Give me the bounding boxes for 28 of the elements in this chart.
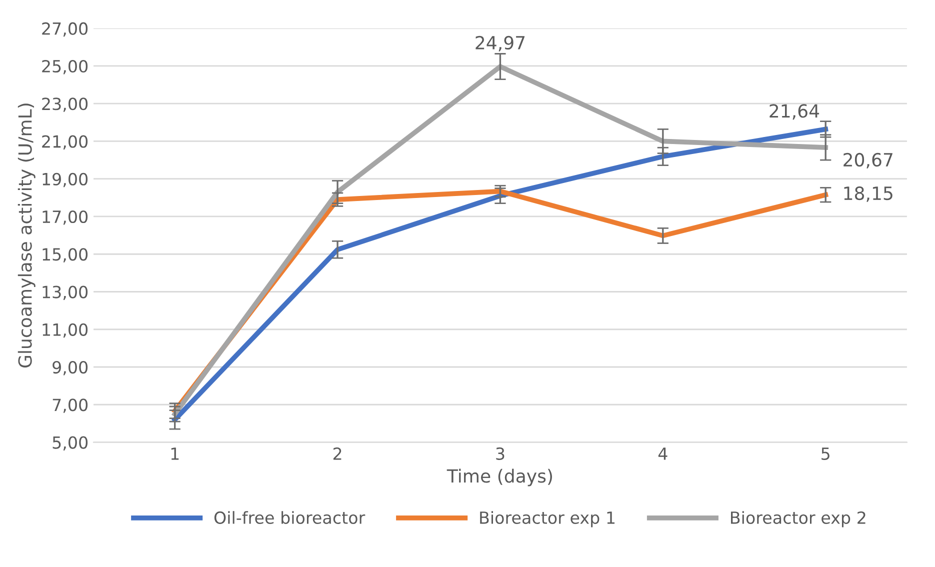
y-tick-label: 11,00 bbox=[42, 323, 88, 338]
y-tick-label: 15,00 bbox=[42, 248, 88, 262]
data-label: 18,15 bbox=[844, 186, 892, 202]
x-tick-label: 3 bbox=[496, 447, 504, 460]
y-tick-label: 17,00 bbox=[42, 210, 88, 225]
legend-label: Oil-free bioreactor bbox=[214, 511, 366, 524]
y-tick-label: 5,00 bbox=[52, 436, 88, 451]
line-series bbox=[172, 126, 828, 422]
y-tick-label: 19,00 bbox=[42, 172, 88, 188]
x-tick-label: 1 bbox=[171, 448, 179, 460]
y-tick-label: 21,00 bbox=[42, 135, 88, 150]
legend-label: Bioreactor exp 2 bbox=[731, 511, 866, 528]
data-label: 24,97 bbox=[476, 36, 525, 52]
x-tick-label: 4 bbox=[658, 448, 668, 460]
y-tick-label: 23,00 bbox=[42, 98, 88, 112]
x-tick-label: 5 bbox=[822, 448, 830, 460]
y-tick-label: 25,00 bbox=[42, 60, 88, 74]
data-label: 20,67 bbox=[844, 152, 892, 168]
y-tick-label: 7,00 bbox=[52, 398, 88, 413]
legend-label: Bioreactor exp 1 bbox=[480, 511, 615, 528]
y-tick-label: 9,00 bbox=[52, 360, 88, 376]
y-axis-title: Glucoamylase activity (U/mL) bbox=[18, 104, 36, 368]
x-axis-title: Time (days) bbox=[446, 468, 552, 486]
data-label: 21,64 bbox=[770, 104, 820, 120]
line-series bbox=[172, 64, 828, 416]
x-tick-label: 2 bbox=[333, 447, 342, 460]
y-tick-label: 27,00 bbox=[42, 22, 88, 37]
y-tick-label: 13,00 bbox=[42, 286, 88, 300]
